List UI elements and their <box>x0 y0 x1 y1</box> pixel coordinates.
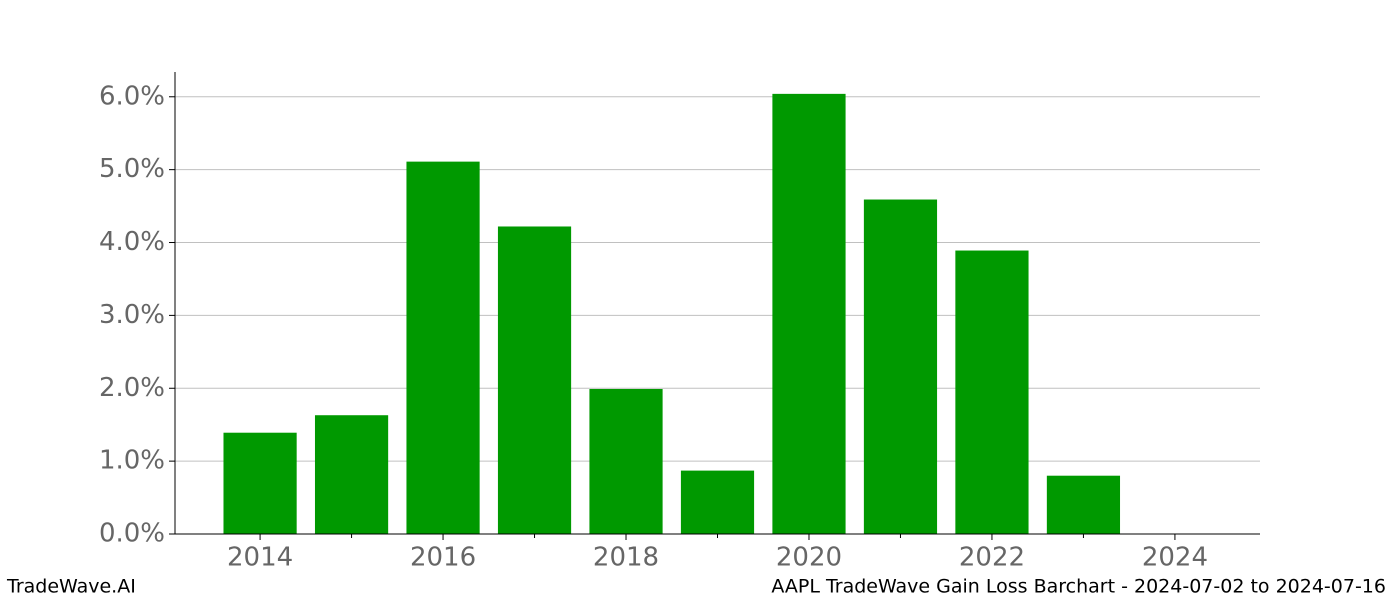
y-tick-label: 6.0% <box>99 81 165 111</box>
bar <box>314 415 389 534</box>
y-tick-label: 5.0% <box>99 154 165 184</box>
bar <box>497 226 572 534</box>
y-tick-label: 4.0% <box>99 227 165 257</box>
bar <box>772 93 846 534</box>
footer-left: TradeWave.AI <box>6 576 136 598</box>
bar <box>955 250 1029 534</box>
x-tick-label: 2018 <box>593 543 659 573</box>
x-tick-label: 2024 <box>1142 543 1208 573</box>
bar <box>680 470 755 534</box>
y-tick-label: 2.0% <box>99 373 165 403</box>
x-tick-label: 2022 <box>959 543 1025 573</box>
bar <box>406 161 480 534</box>
bar <box>223 432 297 534</box>
y-tick-label: 1.0% <box>99 446 165 476</box>
x-tick-label: 2020 <box>776 543 842 573</box>
x-tick-label: 2016 <box>410 543 476 573</box>
y-tick-label: 3.0% <box>99 300 165 330</box>
bar <box>1046 475 1121 534</box>
y-tick-label: 0.0% <box>99 519 165 549</box>
bar <box>863 199 938 534</box>
footer-right: AAPL TradeWave Gain Loss Barchart - 2024… <box>771 576 1386 598</box>
x-tick-label: 2014 <box>227 543 293 573</box>
bar <box>589 388 663 534</box>
